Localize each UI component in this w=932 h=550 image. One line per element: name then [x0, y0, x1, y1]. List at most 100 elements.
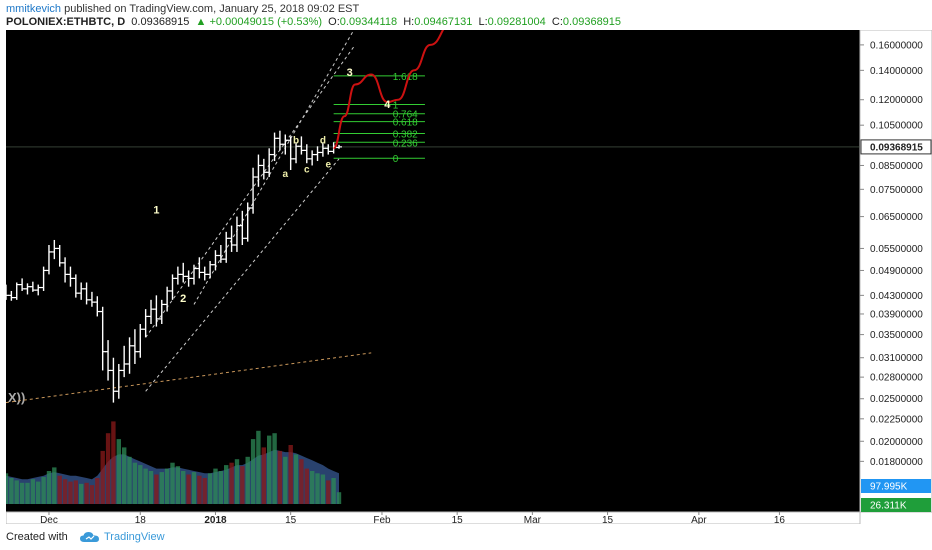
- price-axis: [859, 29, 932, 513]
- volume-bar: [245, 456, 250, 504]
- volume-bar: [229, 462, 234, 504]
- x-axis-label: 2018: [204, 515, 227, 524]
- fib-level-label: 0.618: [393, 118, 418, 129]
- volume-value-label: 97.995K: [870, 482, 908, 493]
- x-axis-label: 16: [774, 515, 786, 524]
- volume-bar: [36, 481, 41, 504]
- symbol-label: POLONIEX:ETHBTC, D: [6, 16, 126, 28]
- volume-bar: [207, 473, 213, 504]
- fib-level-label: 0.382: [393, 130, 418, 141]
- volume-bar: [143, 468, 148, 504]
- y-axis-label: 0.03500000: [870, 330, 923, 341]
- volume-bar: [256, 430, 261, 504]
- y-axis-label: 0.02000000: [870, 437, 923, 448]
- volume-bar: [73, 480, 78, 504]
- y-axis-label: 0.02800000: [870, 373, 923, 384]
- volume-bar: [100, 450, 105, 504]
- x-axis-label: Dec: [40, 515, 58, 524]
- chart-area[interactable]: X)) 0 0.236 0.382 0.618 0.764 1 1.618 1 2 3 4 a b c d e 0…: [3, 21, 932, 526]
- volume-bar: [310, 471, 315, 504]
- y-axis-label: 0.05500000: [870, 244, 923, 255]
- volume-bar: [111, 421, 116, 504]
- volume-bar: [62, 479, 68, 504]
- current-price-tag: [860, 139, 932, 155]
- volume-bar: [3, 473, 9, 504]
- open-label: O:: [328, 16, 340, 28]
- volume-value-tag: [861, 479, 931, 493]
- trend-line: [5, 352, 372, 404]
- wave-label: 1: [153, 205, 159, 217]
- volume-bar: [170, 462, 175, 504]
- high-label: H:: [403, 16, 415, 28]
- channel-line: [145, 158, 340, 392]
- volume-bar: [234, 459, 240, 504]
- volume-bar: [315, 473, 320, 504]
- volume-bar: [159, 472, 164, 504]
- publish-text: published on TradingView.com, January 25…: [64, 3, 360, 15]
- wave-label: c: [304, 164, 310, 175]
- volume-bar: [19, 482, 25, 504]
- volume-bar: [299, 459, 304, 504]
- wave-label: d: [320, 135, 326, 146]
- volume-bar: [46, 471, 52, 504]
- wave-label: a: [283, 169, 289, 180]
- volume-bar: [283, 456, 288, 504]
- volume-bar: [148, 471, 154, 504]
- x-axis-label: 15: [452, 515, 464, 524]
- volume-bar: [197, 475, 202, 504]
- y-axis-label: 0.08500000: [870, 161, 923, 172]
- low-label: L:: [478, 16, 488, 28]
- author-link[interactable]: mmitkevich: [6, 3, 62, 15]
- tradingview-brand[interactable]: TradingView: [104, 531, 165, 543]
- volume-value-tag: [861, 498, 931, 512]
- wave-label: 3: [347, 67, 353, 79]
- low-value: 0.09281004: [487, 16, 546, 28]
- wave-label: b: [293, 135, 299, 146]
- fib-level-label: 1: [393, 101, 399, 112]
- x-axis-label: Feb: [373, 515, 391, 524]
- volume-bar: [218, 471, 223, 504]
- volume-bar: [304, 468, 309, 504]
- x-axis-label: 18: [135, 515, 147, 524]
- price-chart[interactable]: X))00.2360.3820.6180.76411.6181234abcde0…: [3, 21, 932, 526]
- volume-bar: [250, 439, 256, 504]
- y-axis-label: 0.16000000: [870, 40, 923, 51]
- high-value: 0.09467131: [414, 16, 473, 28]
- volume-bar: [202, 478, 207, 504]
- volume-bar: [30, 479, 36, 504]
- volume-bar: [261, 447, 266, 504]
- volume-bar: [132, 462, 138, 504]
- plot-background: [6, 30, 860, 512]
- volume-bar: [272, 433, 277, 504]
- open-value: 0.09344118: [339, 16, 398, 28]
- volume-bar: [57, 475, 62, 504]
- y-axis-label: 0.02250000: [870, 414, 923, 425]
- volume-bar: [41, 476, 46, 504]
- volume-bar: [175, 466, 181, 504]
- volume-bar: [89, 485, 95, 504]
- ohlc-bar: POLONIEX:ETHBTC, D 0.09368915 ▲ +0.00049…: [6, 16, 621, 28]
- y-axis-label: 0.04300000: [870, 291, 923, 302]
- volume-bar: [68, 481, 73, 504]
- volume-bar: [52, 467, 57, 504]
- volume-bar: [191, 472, 197, 504]
- y-axis-label: 0.14000000: [870, 66, 923, 77]
- volume-bar: [127, 456, 132, 504]
- wave-label: 2: [180, 293, 186, 305]
- last-price: 0.09368915: [131, 16, 190, 28]
- footer: Created with TradingView: [0, 524, 932, 550]
- volume-bar: [240, 466, 245, 504]
- projection-path: [332, 21, 453, 150]
- created-with-text: Created with: [6, 531, 68, 543]
- y-axis-label: 0.04900000: [870, 266, 923, 277]
- change-value: +0.00049015 (+0.53%): [209, 16, 323, 28]
- volume-bar: [186, 474, 191, 504]
- volume-bar: [122, 447, 127, 504]
- y-axis-label: 0.06500000: [870, 212, 923, 223]
- publish-info: mmitkevich published on TradingView.com,…: [6, 3, 359, 15]
- volume-bar: [320, 474, 326, 504]
- x-axis-label: 15: [285, 515, 297, 524]
- volume-bar: [277, 450, 283, 504]
- y-axis-label: 0.01800000: [870, 457, 923, 468]
- volume-bar: [331, 478, 336, 504]
